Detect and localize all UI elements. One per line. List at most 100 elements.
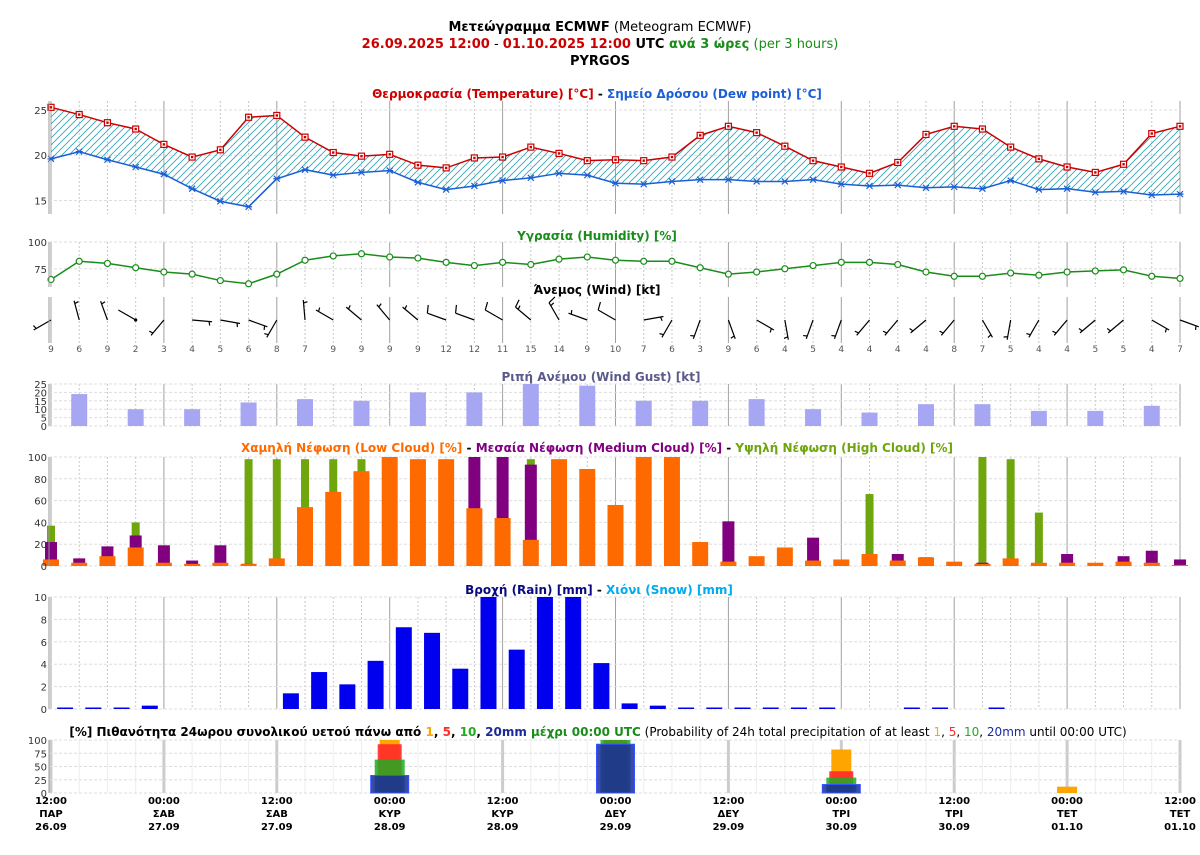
- rain-bar: [622, 703, 638, 709]
- x-tick-day: ΚΥΡ: [379, 809, 401, 820]
- gust-bar: [918, 404, 934, 426]
- low-cloud-bar: [99, 556, 115, 566]
- wind-barb-half: [940, 331, 944, 333]
- wind-speed-label: 6: [76, 345, 82, 355]
- wind-speed-label: 5: [1121, 345, 1127, 355]
- high-cloud-bar: [1007, 459, 1015, 566]
- rain-bar: [509, 650, 525, 709]
- temperature-point-center: [360, 155, 362, 157]
- wind-barb: [403, 305, 418, 320]
- low-cloud-bar: [466, 508, 482, 566]
- wind-speed-label: 4: [782, 345, 788, 355]
- wind-barb-shaft: [982, 320, 992, 337]
- wind-barb-calm: [134, 318, 137, 321]
- low-cloud-bar: [382, 457, 398, 566]
- wind-barb-half: [348, 305, 350, 309]
- wind-barb-half: [551, 303, 554, 306]
- prob-th20b: 20mm: [987, 725, 1026, 739]
- humidity-point: [415, 255, 421, 261]
- gust-bar: [128, 409, 144, 426]
- prob-y-tick-label: 25: [34, 776, 47, 787]
- rain-bar: [593, 663, 609, 709]
- wind-title: Άνεμος (Wind) [kt]: [533, 283, 660, 297]
- temperature-point-center: [1122, 163, 1124, 165]
- temperature-point-center: [727, 125, 729, 127]
- low-cloud-bar: [833, 559, 849, 566]
- low-cloud-bar: [1087, 563, 1103, 566]
- low-cloud-bar: [890, 561, 906, 566]
- wind-barb-half: [149, 331, 153, 333]
- x-tick-time: 12:00: [487, 796, 519, 807]
- gust-bar: [692, 401, 708, 426]
- prob-sep3: ,: [476, 725, 485, 739]
- x-tick-day: ΣΑΒ: [153, 809, 175, 820]
- wind-barb: [249, 320, 268, 330]
- high-cloud-bar: [245, 459, 253, 566]
- temperature-point-center: [134, 128, 136, 130]
- prob-bar: [371, 776, 409, 793]
- gust-bar: [523, 384, 539, 426]
- gust-bar: [862, 413, 878, 426]
- high-cloud-bar: [1035, 513, 1043, 566]
- wind-barb: [220, 320, 240, 327]
- wind-barb-half: [75, 302, 79, 304]
- wind-barb: [74, 301, 79, 320]
- wind-barb-full: [598, 302, 600, 310]
- temperature-point-center: [247, 116, 249, 118]
- humidity-point: [1008, 270, 1014, 276]
- humidity-point: [1092, 268, 1098, 274]
- wind-barb-half: [784, 337, 788, 339]
- cloud-y-tick-label: 20: [34, 540, 47, 551]
- wind-barb-full: [485, 302, 487, 310]
- humidity-point: [1036, 272, 1042, 278]
- x-tick-time: 12:00: [1164, 796, 1196, 807]
- wind-barb-half: [518, 306, 520, 310]
- wind-barb-shaft: [427, 313, 446, 320]
- temperature-point-center: [530, 146, 532, 148]
- prob-th5b: 5: [949, 725, 957, 739]
- gust-bar: [805, 409, 821, 426]
- temperature-point-center: [840, 166, 842, 168]
- wind-speed-label: 7: [641, 345, 647, 355]
- rain-bar: [678, 708, 694, 710]
- wind-barb-full: [516, 300, 520, 307]
- low-cloud-bar: [862, 554, 878, 566]
- humidity-point: [330, 253, 336, 259]
- rain-bar: [537, 597, 553, 709]
- low-cloud-bar: [1116, 562, 1132, 566]
- x-tick-date: 30.09: [938, 822, 970, 833]
- range-dash: -: [490, 37, 503, 52]
- wind-barb: [485, 302, 502, 320]
- x-tick-day: ΤΡΙ: [945, 809, 963, 820]
- low-cloud-bar: [241, 564, 257, 566]
- low-cloud-bar: [777, 547, 793, 566]
- title-rest: (Meteogram ECMWF): [610, 20, 752, 35]
- gust-bar: [636, 401, 652, 426]
- rain-y-tick-label: 8: [41, 615, 47, 626]
- humidity-point: [838, 259, 844, 265]
- prob-title-a: [%] Πιθανότητα 24ωρου συνολικού υετού πά…: [69, 725, 425, 739]
- humidity-point: [810, 263, 816, 269]
- rain-bar: [706, 708, 722, 710]
- x-tick-day: ΔΕΥ: [605, 809, 628, 820]
- wind-speed-label: 10: [610, 345, 622, 355]
- wind-barb-half: [1026, 334, 1030, 335]
- prob-th5: 5: [443, 725, 451, 739]
- x-tick-time: 12:00: [261, 796, 293, 807]
- rain-bar: [565, 597, 581, 709]
- cloud-y-tick-label: 100: [28, 453, 47, 464]
- low-cloud-bar: [156, 563, 172, 566]
- wind-barb-full: [427, 305, 428, 313]
- temperature-point-center: [671, 156, 673, 158]
- gust-bar: [297, 399, 313, 426]
- wind-barb-half: [319, 308, 320, 312]
- wind-speed-label: 6: [669, 345, 675, 355]
- temperature-y-tick-label: 20: [34, 151, 47, 162]
- low-cloud-bar: [692, 542, 708, 566]
- wind-speed-label: 2: [133, 345, 139, 355]
- humidity-point: [782, 266, 788, 272]
- wind-barb: [1004, 320, 1011, 340]
- gust-bar: [466, 392, 482, 426]
- wind-barb: [316, 308, 333, 320]
